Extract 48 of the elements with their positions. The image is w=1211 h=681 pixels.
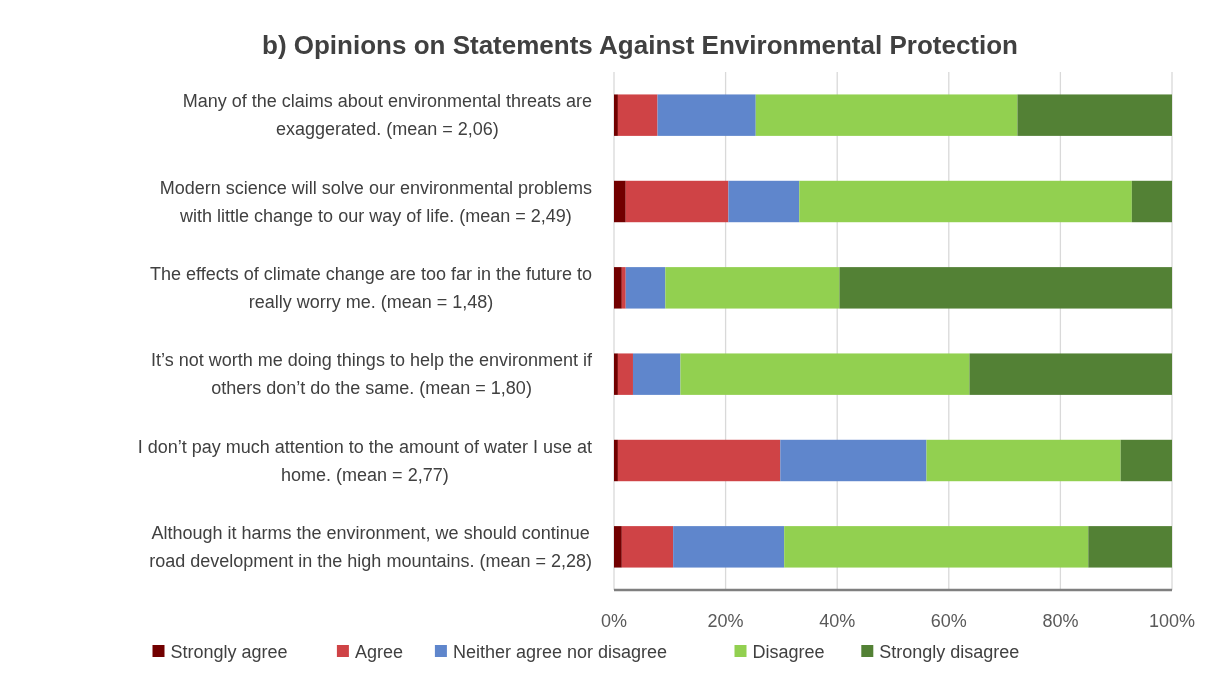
bar bbox=[657, 94, 756, 136]
bar bbox=[614, 267, 622, 309]
legend-label: Neither agree nor disagree bbox=[452, 642, 668, 662]
y-tick-label: I don’t pay much attention to the amount of water I use at home. (mean = 2,77) bbox=[137, 436, 592, 485]
bar bbox=[614, 94, 618, 136]
legend-label: Disagree bbox=[752, 642, 825, 662]
bar bbox=[780, 439, 927, 482]
chart-title: b) Opinions on Statements Against Environmental Protection bbox=[262, 30, 1018, 60]
bar bbox=[632, 353, 681, 395]
bar bbox=[728, 180, 800, 223]
bar bbox=[625, 267, 666, 309]
bar bbox=[617, 439, 781, 482]
y-tick-label: Although it harms the environment, we should continue road development in the high mountains. (mean = 2,28) bbox=[149, 522, 592, 571]
x-tick-label: 0% bbox=[600, 611, 628, 631]
x-tick-label: 100% bbox=[1148, 611, 1196, 631]
bar bbox=[1088, 526, 1172, 568]
bar bbox=[799, 180, 1132, 223]
legend-label: Agree bbox=[354, 642, 403, 662]
bar bbox=[665, 267, 840, 309]
bar bbox=[673, 526, 785, 568]
bar bbox=[614, 353, 618, 395]
bar bbox=[625, 180, 729, 223]
bar bbox=[621, 526, 674, 568]
bar bbox=[755, 94, 1018, 136]
x-tick-label: 20% bbox=[707, 611, 744, 631]
legend-label: Strongly disagree bbox=[879, 642, 1020, 662]
bar bbox=[617, 353, 633, 395]
y-tick-label: The effects of climate change are too far in the future to really worry me. (mean = 1,48) bbox=[150, 263, 593, 312]
bar bbox=[1017, 94, 1172, 136]
legend-label: Strongly agree bbox=[170, 642, 288, 662]
bar bbox=[839, 267, 1172, 309]
bar bbox=[784, 526, 1089, 568]
y-tick-label: Many of the claims about environmental threats are exaggerated. (mean = 2,06) bbox=[182, 91, 592, 140]
bar bbox=[621, 267, 626, 309]
bar bbox=[614, 439, 618, 482]
x-tick-label: 80% bbox=[1042, 611, 1079, 631]
y-tick-label: Modern science will solve our environmental problems with little change to our way of life. (mean = 2,49) bbox=[159, 177, 592, 226]
bar bbox=[614, 526, 622, 568]
bar bbox=[1131, 180, 1172, 223]
x-tick-label: 60% bbox=[930, 611, 967, 631]
bar bbox=[969, 353, 1172, 395]
bar bbox=[617, 94, 658, 136]
bar bbox=[614, 180, 626, 223]
bar bbox=[680, 353, 970, 395]
x-tick-label: 40% bbox=[819, 611, 856, 631]
bar bbox=[926, 439, 1121, 482]
bar bbox=[1120, 439, 1172, 482]
y-tick-label: It’s not worth me doing things to help the environment if others don’t do the same. (mean = 1,80) bbox=[151, 350, 593, 399]
